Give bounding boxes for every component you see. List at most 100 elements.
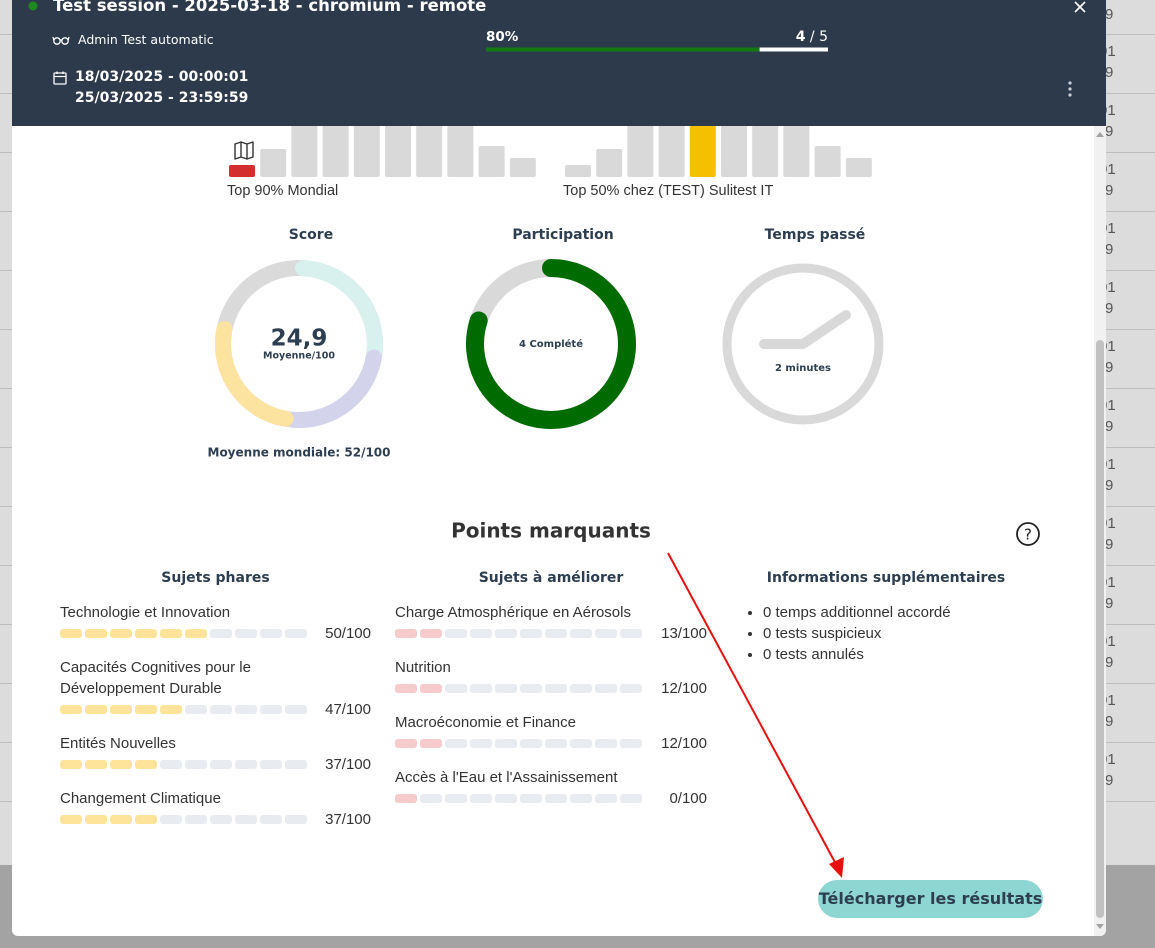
session-title: Test session - 2025-03-18 - chromium - r… xyxy=(53,0,487,15)
ranking-bar xyxy=(478,146,505,177)
bg-cell-text: 9 xyxy=(1105,654,1114,671)
subject-name: Capacités Cognitives pour le Développeme… xyxy=(60,659,251,697)
score-segment xyxy=(595,684,617,693)
score-segment xyxy=(260,705,282,714)
score-segment xyxy=(160,705,182,714)
bg-cell-text: 9 xyxy=(1105,418,1114,435)
bg-cell-text: 9 xyxy=(1105,6,1114,23)
progress-separator: / xyxy=(809,29,815,45)
bg-cell-text: 9 xyxy=(1105,536,1114,553)
subject-row: 37/100 xyxy=(60,754,371,775)
score-segment xyxy=(445,794,467,803)
score-segment xyxy=(420,794,442,803)
score-segment xyxy=(235,629,257,638)
modal-header: Test session - 2025-03-18 - chromium - r… xyxy=(12,0,1106,126)
score-segment xyxy=(570,794,592,803)
score-segment xyxy=(285,629,307,638)
help-icon[interactable]: ? xyxy=(1016,522,1040,546)
score-segment xyxy=(110,815,132,824)
bg-cell-text: 9 xyxy=(1105,182,1114,199)
subject-score: 37/100 xyxy=(325,811,371,828)
subject-score: 37/100 xyxy=(325,756,371,773)
progress-done: 4 xyxy=(795,29,806,45)
score-segment xyxy=(60,760,82,769)
score-segment xyxy=(570,629,592,638)
score-segment xyxy=(285,760,307,769)
highlight-column: Sujets phares Technologie et Innovation 50… xyxy=(60,567,371,830)
progress-total: 5 xyxy=(819,29,828,45)
subject-item: Capacités Cognitives pour le Développeme… xyxy=(60,657,371,720)
menu-icon[interactable] xyxy=(1068,81,1072,97)
score-value: 24,9 xyxy=(271,326,328,352)
score-segment xyxy=(595,739,617,748)
subject-item: Macroéconomie et Finance 12/100 xyxy=(395,712,707,754)
score-segment xyxy=(545,629,567,638)
score-segment xyxy=(445,629,467,638)
score-segment xyxy=(570,684,592,693)
glasses-icon xyxy=(52,36,70,45)
ranking-label: Top 90% Mondial xyxy=(227,183,338,199)
bg-cell-text: 9 xyxy=(1105,64,1114,81)
score-segment xyxy=(85,705,107,714)
calendar-icon xyxy=(53,71,67,85)
participation-label: 4 Complété xyxy=(519,338,583,350)
score-segment xyxy=(395,684,417,693)
score-segment xyxy=(520,794,542,803)
info-item: 0 tests annulés xyxy=(763,644,1031,665)
subject-name: Nutrition xyxy=(395,659,451,676)
subject-row: 0/100 xyxy=(395,788,707,809)
score-segment xyxy=(520,629,542,638)
score-segment xyxy=(395,739,417,748)
ranking-bar xyxy=(260,149,287,177)
download-button[interactable]: Télécharger les résultats xyxy=(818,880,1043,918)
score-segment xyxy=(60,629,82,638)
subject-name: Technologie et Innovation xyxy=(60,604,231,621)
score-segment xyxy=(520,739,542,748)
subject-score: 0/100 xyxy=(669,790,707,807)
score-segment xyxy=(210,815,232,824)
score-segment xyxy=(395,794,417,803)
bg-cell-text: 9 xyxy=(1105,123,1114,140)
score-segment xyxy=(570,739,592,748)
score-segment xyxy=(545,739,567,748)
info-item: 0 tests suspicieux xyxy=(763,623,1031,644)
score-segment xyxy=(235,815,257,824)
subject-item: Technologie et Innovation 50/100 xyxy=(60,602,371,644)
subject-item: Nutrition 12/100 xyxy=(395,657,707,699)
scrollbar[interactable] xyxy=(1094,126,1106,936)
subject-score: 50/100 xyxy=(325,625,371,642)
score-segment xyxy=(620,684,642,693)
close-icon[interactable] xyxy=(1074,1,1086,13)
ranking-label: Top 50% chez (TEST) Sulitest IT xyxy=(563,183,773,199)
subject-score: 12/100 xyxy=(661,735,707,752)
results-modal: Score Participation Temps passé 24,9 Moy… xyxy=(12,0,1106,936)
charts: Score Participation Temps passé 24,9 Moy… xyxy=(208,107,1040,878)
score-segment xyxy=(545,794,567,803)
clock-icon xyxy=(722,263,884,425)
help-icon-text: ? xyxy=(1024,526,1032,544)
time-label: 2 minutes xyxy=(775,363,831,374)
score-segment xyxy=(285,349,382,428)
score-segment xyxy=(110,629,132,638)
score-segment xyxy=(60,705,82,714)
score-segment xyxy=(60,815,82,824)
score-segment xyxy=(620,739,642,748)
ranking-bar xyxy=(509,158,536,177)
subject-score: 13/100 xyxy=(661,625,707,642)
score-segment xyxy=(420,629,442,638)
progress-count: 4 / 5 xyxy=(796,28,828,46)
ranking-bar xyxy=(783,115,810,177)
status-dot xyxy=(28,1,38,11)
score-segment xyxy=(285,705,307,714)
score-segment xyxy=(445,684,467,693)
score-segment xyxy=(470,739,492,748)
score-segment xyxy=(260,760,282,769)
score-segment xyxy=(495,794,517,803)
subject-row: 12/100 xyxy=(395,678,707,699)
world-average: Moyenne mondiale: 52/100 xyxy=(208,446,391,460)
column-title: Informations supplémentaires xyxy=(766,570,1006,586)
score-segment xyxy=(185,705,207,714)
score-segment xyxy=(520,684,542,693)
subject-name: Changement Climatique xyxy=(60,790,221,807)
